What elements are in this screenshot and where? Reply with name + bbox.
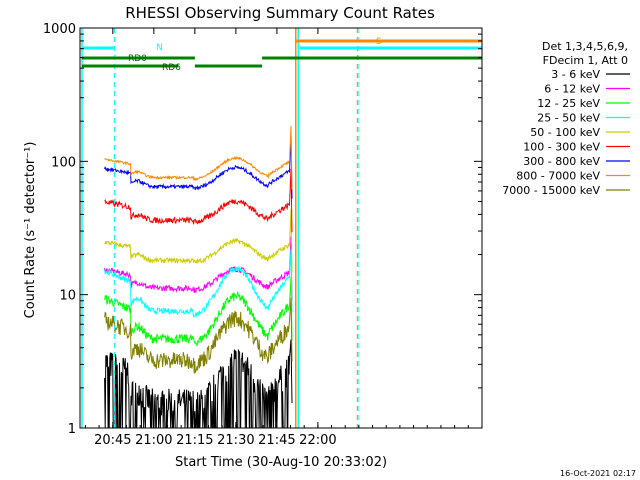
legend: Det 1,3,4,5,6,9,FDecim 1, Att 03 - 6 keV… <box>502 40 630 197</box>
chart-title: RHESSI Observing Summary Count Rates <box>125 4 435 22</box>
legend-label: 3 - 6 keV <box>551 68 600 81</box>
plot-area: RD0 RD6 N S <box>81 28 482 428</box>
legend-label: 100 - 300 keV <box>523 141 600 154</box>
series-line <box>104 125 293 190</box>
x-tick-label: 21:00 <box>135 433 172 448</box>
y-tick-label: 1 <box>68 422 76 437</box>
flag-label: RD0 <box>128 54 147 64</box>
x-tick-label: 20:45 <box>94 433 131 448</box>
legend-label: 50 - 100 keV <box>530 126 600 139</box>
legend-header: Det 1,3,4,5,6,9, <box>542 40 628 53</box>
flag-label: S <box>376 37 382 47</box>
series-line <box>104 339 293 428</box>
x-tick-label: 21:15 <box>176 433 213 448</box>
y-axis-label: Count Rate (s⁻¹ detector⁻¹) <box>23 142 38 319</box>
series-line <box>104 248 293 318</box>
series-line <box>104 276 293 347</box>
timestamp: 16-Oct-2021 02:17 <box>560 469 636 478</box>
y-axis: 1 10 100 1000 <box>43 22 482 437</box>
x-tick-label: 22:00 <box>299 433 336 448</box>
legend-header: FDecim 1, Att 0 <box>543 54 628 67</box>
x-tick-label: 21:45 <box>258 433 295 448</box>
y-tick-label: 10 <box>59 289 76 304</box>
legend-label: 12 - 25 keV <box>537 97 600 110</box>
series-line <box>104 297 293 374</box>
flag-label: RD6 <box>162 63 181 73</box>
legend-label: 25 - 50 keV <box>537 112 600 125</box>
plot-frame <box>79 27 483 429</box>
y-tick-label: 100 <box>51 155 76 170</box>
x-axis: 20:45 21:00 21:15 21:30 21:45 22:00 <box>84 28 483 448</box>
y-tick-label: 1000 <box>43 22 76 37</box>
flag-label: N <box>156 43 163 53</box>
series-line <box>104 236 293 301</box>
series-line <box>104 134 293 199</box>
legend-label: 300 - 800 keV <box>523 155 600 168</box>
x-axis-label: Start Time (30-Aug-10 20:33:02) <box>175 455 387 470</box>
legend-label: 800 - 7000 keV <box>516 170 600 183</box>
legend-label: 6 - 12 keV <box>544 83 600 96</box>
legend-label: 7000 - 15000 keV <box>502 184 600 197</box>
series-line <box>104 168 293 233</box>
x-tick-label: 21:30 <box>217 433 254 448</box>
series-line <box>104 208 293 273</box>
